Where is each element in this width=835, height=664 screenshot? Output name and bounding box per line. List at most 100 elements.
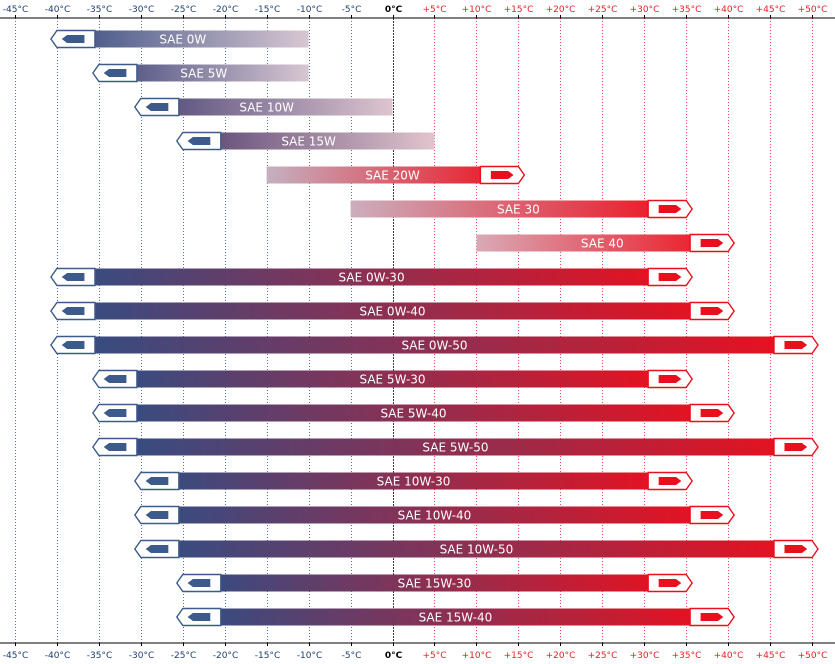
- range-bar-fill: [140, 540, 812, 558]
- range-bar-fill: [140, 98, 393, 116]
- cold-arrow-inner: [60, 34, 86, 44]
- range-bar-label: SAE 0W-50: [401, 339, 467, 353]
- hot-arrow-inner: [783, 340, 809, 350]
- hot-arrow-inner: [657, 204, 683, 214]
- hot-arrow-inner: [783, 442, 809, 452]
- cold-arrow-inner: [144, 544, 170, 554]
- tick-label-bottom: +40°C: [714, 651, 744, 661]
- tick-label-bottom: -10°C: [297, 651, 322, 661]
- range-bar-label: SAE 5W-30: [359, 373, 425, 387]
- cold-arrow-inner: [60, 306, 86, 316]
- cold-arrow-inner: [60, 340, 86, 350]
- grid-layer: [15, 18, 813, 643]
- range-bar: SAE 10W-40: [133, 505, 735, 525]
- hot-arrow-inner: [699, 510, 725, 520]
- tick-label-bottom: +15°C: [504, 651, 534, 661]
- range-bar: SAE 15W-40: [175, 607, 735, 627]
- range-bar: SAE 0W-40: [50, 301, 735, 321]
- range-bar: SAE 0W: [50, 29, 309, 49]
- cold-arrow-inner: [185, 612, 212, 622]
- tick-label-bottom: -25°C: [171, 651, 196, 661]
- range-bar-label: SAE 10W-30: [377, 475, 451, 489]
- range-bar-label: SAE 0W: [159, 33, 206, 47]
- tick-label-bottom: +45°C: [756, 651, 786, 661]
- range-bar-label: SAE 5W-50: [422, 441, 488, 455]
- hot-arrow-inner: [699, 612, 725, 622]
- tick-label-top: +45°C: [756, 5, 786, 15]
- range-bar: SAE 5W-50: [92, 437, 819, 457]
- tick-label-bottom: +25°C: [588, 651, 618, 661]
- range-bar-fill: [182, 132, 435, 150]
- tick-label-top: +5°C: [422, 5, 446, 15]
- tick-label-top: +35°C: [672, 5, 702, 15]
- cold-arrow-inner: [144, 102, 170, 112]
- cold-arrow-inner: [102, 408, 128, 418]
- cold-arrow-inner: [144, 510, 170, 520]
- hot-arrow-inner: [657, 272, 683, 282]
- range-bar-fill: [56, 336, 812, 354]
- range-bar-fill: [350, 200, 687, 218]
- range-bar: SAE 10W: [133, 97, 393, 117]
- tick-label-top: -25°C: [171, 5, 196, 15]
- range-bar: SAE 10W-30: [133, 471, 694, 491]
- range-bar-fill: [182, 608, 729, 626]
- range-bar-label: SAE 10W-50: [440, 543, 514, 557]
- range-bar-fill: [140, 506, 729, 524]
- range-bar-label: SAE 10W-40: [398, 509, 472, 523]
- tick-label-bottom: +10°C: [462, 651, 492, 661]
- x-axis-top: -45°C -40°C -35°C -30°C -25°C -20°C -15°C -10°C…: [0, 5, 835, 19]
- range-bar-fill: [56, 302, 729, 320]
- cold-arrow-inner: [144, 476, 170, 486]
- tick-label-bottom: 0°C: [385, 651, 403, 661]
- tick-label-top: -5°C: [342, 5, 362, 15]
- x-axis-bottom: -45°C -40°C -35°C -30°C -25°C -20°C -15°C -10°C…: [0, 642, 835, 661]
- range-bar: SAE 40: [476, 233, 735, 253]
- tick-label-top: +10°C: [462, 5, 492, 15]
- tick-label-bottom: -20°C: [213, 651, 238, 661]
- range-bar-label: SAE 15W: [281, 135, 336, 149]
- range-bar: SAE 30: [350, 199, 694, 219]
- tick-label-top: -40°C: [45, 5, 70, 15]
- tick-label-bottom: +50°C: [798, 651, 828, 661]
- range-bar: SAE 15W: [175, 131, 435, 151]
- tick-label-top: -10°C: [297, 5, 322, 15]
- tick-label-top: +25°C: [588, 5, 618, 15]
- range-bar-fill: [56, 268, 687, 286]
- range-bar-label: SAE 20W: [365, 169, 420, 183]
- range-bar-label: SAE 0W-40: [359, 305, 425, 319]
- tick-label-top: 0°C: [385, 5, 403, 15]
- tick-label-top: -15°C: [255, 5, 280, 15]
- range-bar: SAE 0W-30: [50, 267, 694, 287]
- bars-layer: SAE 0W SAE 5W SAE 10W SAE 15W SAE 20W SAE 30 S…: [50, 29, 819, 627]
- range-bar-fill: [98, 370, 687, 388]
- tick-label-top: +15°C: [504, 5, 534, 15]
- tick-label-top: +20°C: [546, 5, 576, 15]
- tick-label-bottom: -40°C: [45, 651, 70, 661]
- range-bar-fill: [140, 472, 687, 490]
- tick-label-bottom: +30°C: [630, 651, 660, 661]
- hot-arrow-inner: [699, 238, 725, 248]
- tick-label-bottom: +35°C: [672, 651, 702, 661]
- tick-label-bottom: -15°C: [255, 651, 280, 661]
- tick-label-top: -30°C: [129, 5, 154, 15]
- cold-arrow-inner: [185, 578, 212, 588]
- range-bar-fill: [476, 234, 729, 252]
- tick-label-top: +40°C: [714, 5, 744, 15]
- tick-label-top: -20°C: [213, 5, 238, 15]
- cold-arrow-inner: [102, 374, 128, 384]
- cold-arrow-inner: [185, 136, 212, 146]
- cold-arrow-inner: [60, 272, 86, 282]
- tick-label-top: -45°C: [3, 5, 28, 15]
- hot-arrow-inner: [699, 408, 725, 418]
- range-bar: SAE 5W-30: [92, 369, 694, 389]
- hot-arrow-inner: [657, 476, 683, 486]
- range-bar-fill: [98, 64, 309, 82]
- range-bar-fill: [56, 30, 309, 48]
- range-bar: SAE 5W: [92, 63, 309, 83]
- range-bar-label: SAE 0W-30: [339, 271, 405, 285]
- cold-arrow-inner: [102, 68, 128, 78]
- range-bar-label: SAE 15W-30: [398, 577, 472, 591]
- range-bar-fill: [182, 574, 687, 592]
- cold-arrow-inner: [102, 442, 128, 452]
